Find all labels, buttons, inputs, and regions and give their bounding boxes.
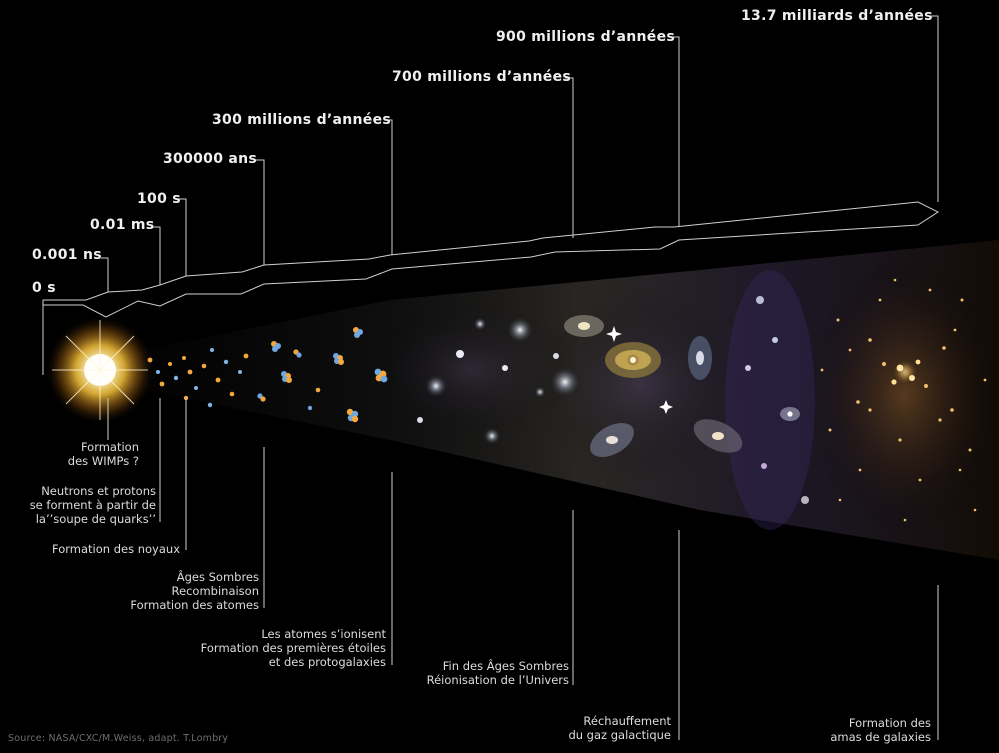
- event-ages-sombres: Âges Sombres Recombinaison Formation des a…: [130, 570, 259, 612]
- time-label-900-millions: 900 millions d’années: [496, 29, 676, 45]
- time-label-001ms: 0.01 ms: [90, 217, 155, 233]
- nuclei-icon: [257, 327, 388, 423]
- event-wimps: Formation des WIMPs ?: [67, 440, 139, 468]
- time-label-700-millions: 700 millions d’années: [392, 69, 572, 85]
- time-label-100s: 100 s: [137, 191, 181, 207]
- time-label-300000-ans: 300000 ans: [163, 151, 258, 167]
- cluster-haze: [805, 255, 999, 535]
- time-label-300-millions: 300 millions d’années: [212, 112, 392, 128]
- event-amas-galaxies: Formation des amas de galaxies: [830, 716, 931, 744]
- event-reionisation: Fin des Âges Sombres Réionisation de l’Un…: [426, 659, 569, 687]
- time-label-0001ns: 0.001 ns: [32, 247, 102, 263]
- event-ionisation: Les atomes s’ionisent Formation des premi…: [200, 627, 386, 669]
- time-label-0s: 0 s: [32, 280, 56, 296]
- event-leader-lines: [107, 398, 939, 740]
- event-rechauffement: Réchauffement du gaz galactique: [568, 714, 671, 742]
- first-stars-icon: [417, 316, 581, 445]
- event-neutrons-protons: Neutrons et protons se forment à partir d…: [29, 484, 156, 526]
- big-bang-icon: [45, 315, 155, 425]
- galaxies-icon: [564, 296, 809, 504]
- time-leader-lines: [42, 15, 939, 375]
- galaxy-cluster-icon: [820, 278, 987, 522]
- time-label-13-7-milliards: 13.7 milliards d’années: [741, 8, 933, 24]
- source-credit: Source: NASA/CXC/M.Weiss, adapt. T.Lombr…: [8, 733, 229, 744]
- event-noyaux: Formation des noyaux: [52, 542, 180, 556]
- violet-band: [725, 270, 815, 530]
